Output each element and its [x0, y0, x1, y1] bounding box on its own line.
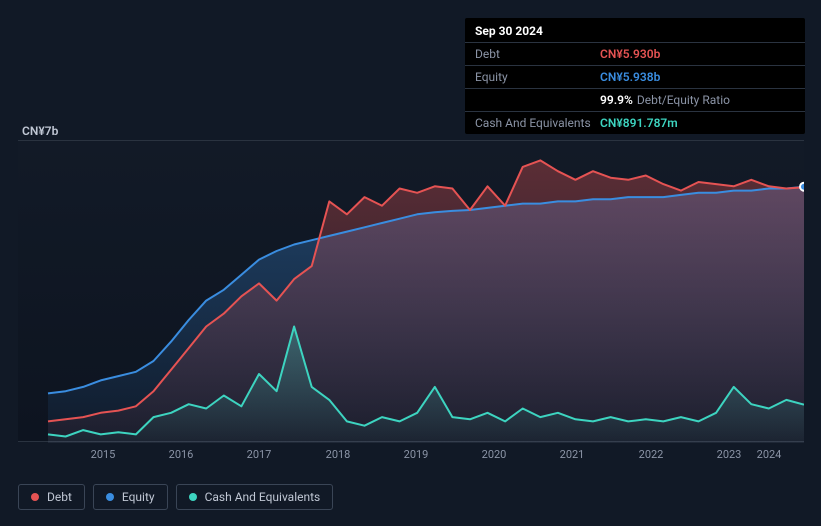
x-tick: 2016 [169, 448, 194, 461]
legend-dot-icon [31, 493, 39, 501]
tooltip-row-ratio: 99.9% Debt/Equity Ratio [465, 89, 805, 112]
y-axis-label-top: CN¥7b [22, 124, 58, 138]
legend-item-cash[interactable]: Cash And Equivalents [176, 484, 334, 510]
x-tick: 2024 [757, 448, 782, 461]
legend-dot-icon [106, 493, 114, 501]
x-tick: 2022 [639, 448, 664, 461]
tooltip-date: Sep 30 2024 [465, 18, 805, 43]
legend-item-equity[interactable]: Equity [93, 484, 168, 510]
x-tick: 2017 [247, 448, 272, 461]
x-tick: 2020 [482, 448, 507, 461]
x-tick: 2015 [91, 448, 116, 461]
chart-legend: Debt Equity Cash And Equivalents [18, 484, 333, 510]
tooltip-label [475, 93, 600, 107]
x-axis: 2015 2016 2017 2018 2019 2020 2021 2022 2023 2024 [18, 448, 804, 468]
legend-label: Debt [47, 490, 72, 504]
chart-svg [18, 141, 804, 443]
tooltip-value: CN¥5.938b [600, 70, 795, 84]
legend-dot-icon [189, 493, 197, 501]
chart-plot-area[interactable] [18, 140, 804, 442]
ratio-value: 99.9% [600, 93, 633, 107]
tooltip-label: Equity [475, 70, 600, 84]
x-tick: 2021 [560, 448, 585, 461]
x-tick: 2023 [717, 448, 742, 461]
tooltip-value: 99.9% Debt/Equity Ratio [600, 93, 795, 107]
tooltip-value: CN¥891.787m [600, 116, 795, 130]
legend-label: Cash And Equivalents [205, 490, 321, 504]
tooltip-label: Debt [475, 47, 600, 61]
tooltip-label: Cash And Equivalents [475, 116, 600, 130]
tooltip-row-equity: Equity CN¥5.938b [465, 66, 805, 89]
legend-label: Equity [122, 490, 155, 504]
tooltip-value: CN¥5.930b [600, 47, 795, 61]
x-tick: 2019 [404, 448, 429, 461]
tooltip-row-debt: Debt CN¥5.930b [465, 43, 805, 66]
ratio-suffix: Debt/Equity Ratio [637, 93, 730, 107]
chart-tooltip: Sep 30 2024 Debt CN¥5.930b Equity CN¥5.9… [465, 18, 805, 134]
legend-item-debt[interactable]: Debt [18, 484, 85, 510]
tooltip-row-cash: Cash And Equivalents CN¥891.787m [465, 112, 805, 134]
x-tick: 2018 [326, 448, 351, 461]
